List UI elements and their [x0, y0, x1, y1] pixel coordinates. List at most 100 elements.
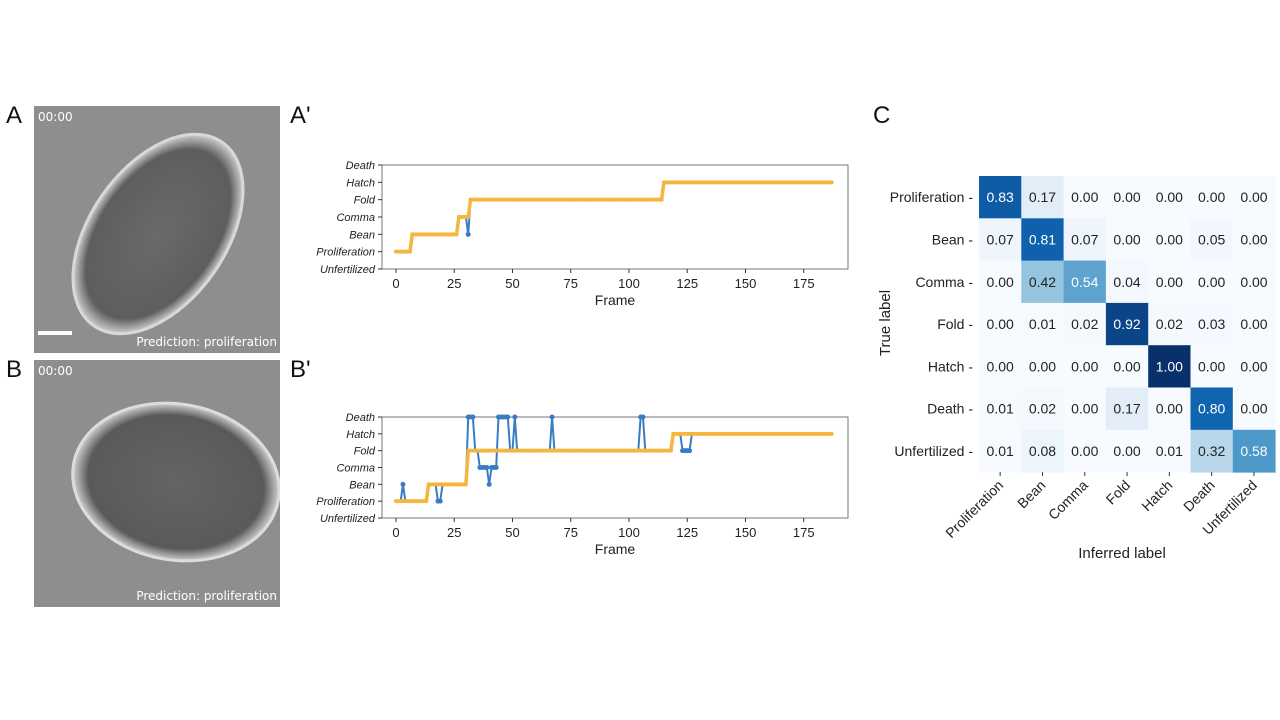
matrix-cell — [979, 345, 1022, 388]
embryo-image — [71, 401, 280, 563]
matrix-cell — [1063, 260, 1107, 304]
x-axis-label: Frame — [595, 541, 636, 557]
smoothed-prediction-point — [466, 215, 471, 219]
timestamp: 00:00 — [38, 110, 73, 124]
column-label: Fold — [1103, 477, 1134, 508]
matrix-cell — [1063, 387, 1107, 431]
matrix-cell — [1063, 429, 1107, 473]
y-tick-label: Bean — [349, 479, 375, 491]
matrix-cell — [1232, 218, 1276, 262]
y-axis-label: True label — [877, 290, 894, 356]
column-label: Bean — [1014, 477, 1048, 511]
x-tick-label: 0 — [392, 276, 399, 291]
row-label: Bean - — [932, 231, 974, 247]
matrix-cell — [1232, 176, 1276, 219]
smoothed-prediction-point — [454, 232, 459, 237]
x-tick-label: 75 — [563, 525, 577, 540]
column-label: Death — [1180, 477, 1218, 515]
cell-value: 0.01 — [987, 443, 1014, 459]
panel-label-b: B — [6, 356, 23, 383]
matrix-cell — [1148, 260, 1191, 304]
cell-value: 0.00 — [1113, 358, 1140, 374]
cell-value: 0.02 — [1029, 401, 1056, 417]
prediction-text: Prediction: proliferation — [136, 589, 277, 603]
raw-prediction-point — [549, 414, 555, 420]
raw-prediction-point — [493, 465, 499, 470]
y-tick-label: Death — [346, 160, 375, 172]
matrix-cell — [979, 429, 1022, 473]
raw-prediction-point — [400, 481, 406, 487]
y-tick-label: Hatch — [346, 177, 375, 189]
x-tick-label: 50 — [505, 276, 519, 291]
x-tick-label: 175 — [793, 525, 815, 540]
matrix-cell — [979, 387, 1022, 431]
x-tick-label: 125 — [676, 276, 698, 291]
matrix-cell — [1148, 345, 1191, 388]
matrix-cell — [1148, 387, 1191, 431]
prediction-text: Prediction: proliferation — [136, 335, 277, 349]
smoothed-prediction-point — [463, 482, 468, 487]
x-tick-label: 25 — [447, 276, 461, 291]
cell-value: 0.07 — [987, 231, 1014, 247]
timestamp: 00:00 — [38, 364, 73, 378]
cell-value: 0.00 — [1198, 274, 1225, 290]
cell-value: 0.08 — [1029, 443, 1056, 459]
matrix-cell — [979, 218, 1022, 262]
cell-value: 0.00 — [1113, 231, 1140, 247]
cell-value: 0.01 — [1156, 443, 1183, 459]
smoothed-prediction-point — [407, 249, 412, 254]
y-tick-label: Fold — [354, 446, 376, 458]
raw-prediction-point — [465, 231, 471, 237]
cell-value: 0.00 — [1198, 189, 1225, 205]
cell-value: 0.00 — [987, 316, 1014, 332]
matrix-cell — [1105, 176, 1149, 219]
cell-value: 0.00 — [1198, 358, 1225, 374]
column-label: Proliferation — [942, 477, 1006, 541]
x-tick-label: 75 — [563, 276, 577, 291]
y-tick-label: Comma — [336, 463, 375, 475]
cell-value: 0.00 — [1156, 274, 1183, 290]
x-tick-label: 50 — [505, 525, 519, 540]
y-tick-label: Unfertilized — [320, 513, 376, 525]
matrix-cell — [1190, 345, 1234, 388]
row-label: Comma - — [915, 274, 973, 290]
matrix-cell — [1021, 429, 1065, 473]
panel-label-c: C — [873, 102, 891, 129]
embryo-image — [71, 132, 245, 336]
x-tick-label: 0 — [392, 525, 399, 540]
y-tick-label: Comma — [336, 212, 375, 224]
matrix-cell — [1148, 218, 1191, 262]
x-tick-label: 100 — [618, 525, 640, 540]
matrix-cell — [979, 176, 1022, 219]
cell-value: 0.00 — [987, 358, 1014, 374]
matrix-cell — [1148, 176, 1191, 219]
microscopy-image-b: 00:00 Prediction: proliferation — [34, 360, 280, 607]
matrix-cell — [979, 260, 1022, 304]
matrix-cell — [1021, 260, 1065, 304]
x-tick-label: 125 — [676, 525, 698, 540]
cell-value: 0.00 — [1156, 231, 1183, 247]
matrix-cell — [1105, 429, 1149, 473]
row-label: Proliferation - — [890, 189, 974, 205]
matrix-cell — [1232, 429, 1276, 473]
matrix-cell — [1190, 429, 1234, 473]
cell-value: 0.00 — [1240, 274, 1267, 290]
cell-value: 0.02 — [1071, 316, 1098, 332]
matrix-cell — [1232, 260, 1276, 304]
x-tick-label: 175 — [793, 276, 815, 291]
cell-value: 0.00 — [1240, 358, 1267, 374]
smoothed-prediction-point — [829, 431, 834, 436]
matrix-cell — [1190, 260, 1234, 304]
matrix-cell — [1021, 218, 1065, 262]
matrix-cell — [1232, 345, 1276, 388]
matrix-cell — [1190, 176, 1234, 219]
matrix-cell — [1063, 218, 1107, 262]
raw-prediction-point — [437, 498, 443, 504]
cell-value: 0.00 — [1071, 443, 1098, 459]
raw-prediction-point — [484, 465, 490, 470]
row-label: Fold - — [937, 316, 973, 332]
cell-value: 0.00 — [1240, 401, 1267, 417]
cell-value: 0.00 — [1156, 189, 1183, 205]
cell-value: 0.54 — [1071, 274, 1098, 290]
